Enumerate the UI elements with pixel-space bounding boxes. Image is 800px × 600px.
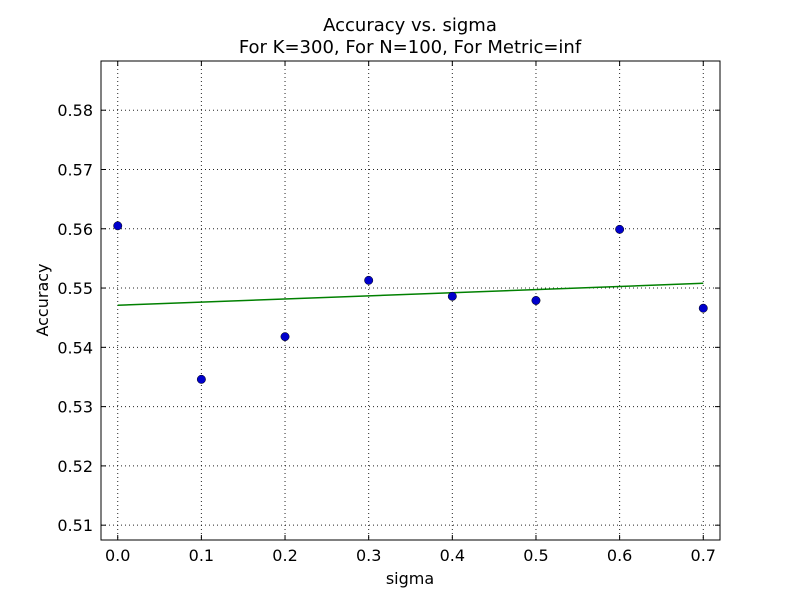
chart-title: Accuracy vs. sigma (323, 15, 497, 36)
plot-frame (100, 60, 721, 541)
x-tick-label: 0.1 (189, 546, 214, 565)
data-point (615, 224, 625, 234)
y-tick-label: 0.55 (57, 279, 93, 298)
y-tick-label: 0.52 (57, 457, 93, 476)
y-tick-label: 0.56 (57, 220, 93, 239)
data-point (447, 291, 457, 301)
x-tick-label: 0.5 (523, 546, 548, 565)
data-point (113, 221, 123, 231)
x-tick-label: 0.6 (607, 546, 632, 565)
trend-line (117, 282, 704, 306)
data-point (196, 374, 206, 384)
y-axis-label: Accuracy (33, 263, 52, 336)
y-tick-label: 0.54 (57, 338, 93, 357)
chart-subtitle: For K=300, For N=100, For Metric=inf (239, 37, 582, 58)
grid-lines (101, 61, 720, 540)
x-axis-label: sigma (386, 569, 434, 588)
x-tick-label: 0.2 (272, 546, 297, 565)
data-series (113, 221, 708, 384)
data-point (280, 332, 290, 342)
data-point (531, 296, 541, 305)
x-tick-label: 0.0 (105, 546, 130, 565)
x-tick-label: 0.7 (691, 546, 716, 565)
x-tick-label: 0.4 (440, 546, 465, 565)
x-tick-label: 0.3 (356, 546, 381, 565)
tick-labels: 0.0 0.1 0.2 0.3 0.4 0.5 0.6 0.7 0.51 0.52 0.53 0.54… (57, 101, 716, 565)
data-point (364, 275, 374, 285)
y-tick-label: 0.51 (57, 516, 93, 535)
y-tick-label: 0.53 (57, 398, 93, 417)
y-tick-label: 0.58 (57, 101, 93, 120)
data-point (698, 303, 708, 313)
y-tick-label: 0.57 (57, 160, 93, 179)
tick-marks (101, 61, 720, 540)
